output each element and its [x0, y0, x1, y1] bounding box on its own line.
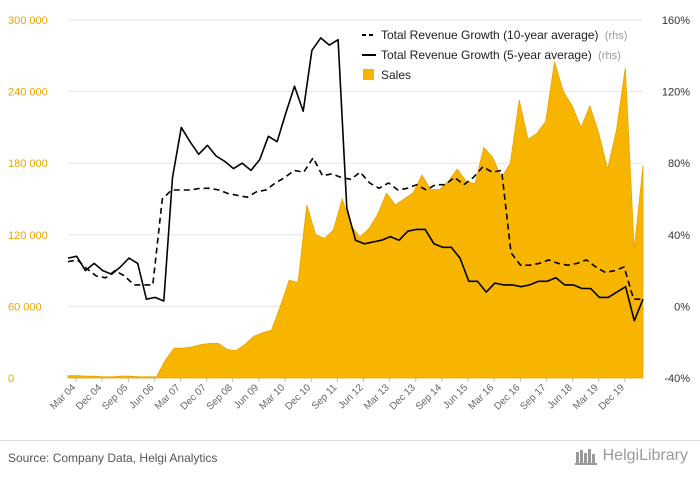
left-tick-label: 120 000 [8, 230, 48, 242]
x-tick-label: Dec 16 [492, 382, 522, 412]
left-tick-label: 240 000 [8, 87, 48, 99]
x-tick-label: Mar 04 [48, 382, 78, 412]
right-tick-label: -40% [664, 373, 690, 385]
x-tick-label: Jun 18 [546, 382, 575, 411]
source-note: Source: Company Data, Helgi Analytics [8, 451, 218, 465]
x-tick-label: Dec 10 [283, 382, 313, 412]
library-logo-icon [574, 449, 597, 465]
sales-area-layer [67, 61, 644, 379]
x-tick-label: Mar 10 [257, 382, 287, 412]
x-tick-label: Sep 08 [205, 382, 235, 412]
left-tick-label: 60 000 [8, 301, 42, 313]
x-tick-label: Sep 11 [310, 382, 340, 412]
left-tick-label: 300 000 [8, 15, 48, 27]
right-tick-label: 0% [674, 301, 690, 313]
x-tick-label: Dec 07 [179, 382, 209, 412]
x-tick-label: Jun 09 [232, 382, 261, 411]
legend-label-10yr: Total Revenue Growth (10-year average) (… [381, 28, 627, 42]
x-tick-label: Jun 12 [337, 382, 366, 411]
brand-name: HelgiLibrary [602, 447, 688, 464]
x-tick-label: Jun 06 [128, 382, 157, 411]
left-axis: 0 60 000 120 000 180 000 240 000 300 000 [8, 15, 48, 385]
right-tick-label: 40% [668, 230, 690, 242]
growth-10yr-line [67, 157, 643, 300]
x-tick-label: Sep 14 [414, 382, 444, 412]
x-tick-label: Dec 19 [597, 382, 627, 412]
x-tick-label: Mar 07 [153, 382, 183, 412]
left-tick-label: 0 [8, 373, 14, 385]
right-tick-label: 160% [662, 15, 690, 27]
x-tick-label: Dec 13 [388, 382, 418, 412]
right-tick-label: 120% [662, 87, 690, 99]
x-tick-label: Mar 13 [362, 382, 392, 412]
brand: HelgiLibrary [574, 447, 688, 465]
x-tick-label: Jun 15 [441, 382, 470, 411]
growth-5yr-line [67, 37, 644, 322]
right-axis: -40% 0% 40% 80% 120% 160% [662, 15, 690, 385]
legend: Total Revenue Growth (10-year average) (… [362, 28, 627, 82]
legend-swatch-sales [363, 69, 374, 80]
right-tick-label: 80% [668, 158, 690, 170]
left-tick-label: 180 000 [8, 158, 48, 170]
sales-area [67, 61, 644, 379]
chart: 0 60 000 120 000 180 000 240 000 300 000 -40%… [8, 15, 690, 413]
growth-lines-layer [67, 37, 644, 322]
x-tick-label: Mar 19 [571, 382, 601, 412]
x-tick-label: Dec 04 [74, 382, 104, 412]
x-tick-label: Sep 17 [518, 382, 548, 412]
legend-label-5yr: Total Revenue Growth (5-year average) (r… [381, 48, 621, 62]
legend-label-sales: Sales [381, 68, 411, 82]
footer-divider [0, 440, 700, 441]
x-tick-label: Sep 05 [100, 382, 130, 412]
x-tick-label: Mar 16 [467, 382, 497, 412]
